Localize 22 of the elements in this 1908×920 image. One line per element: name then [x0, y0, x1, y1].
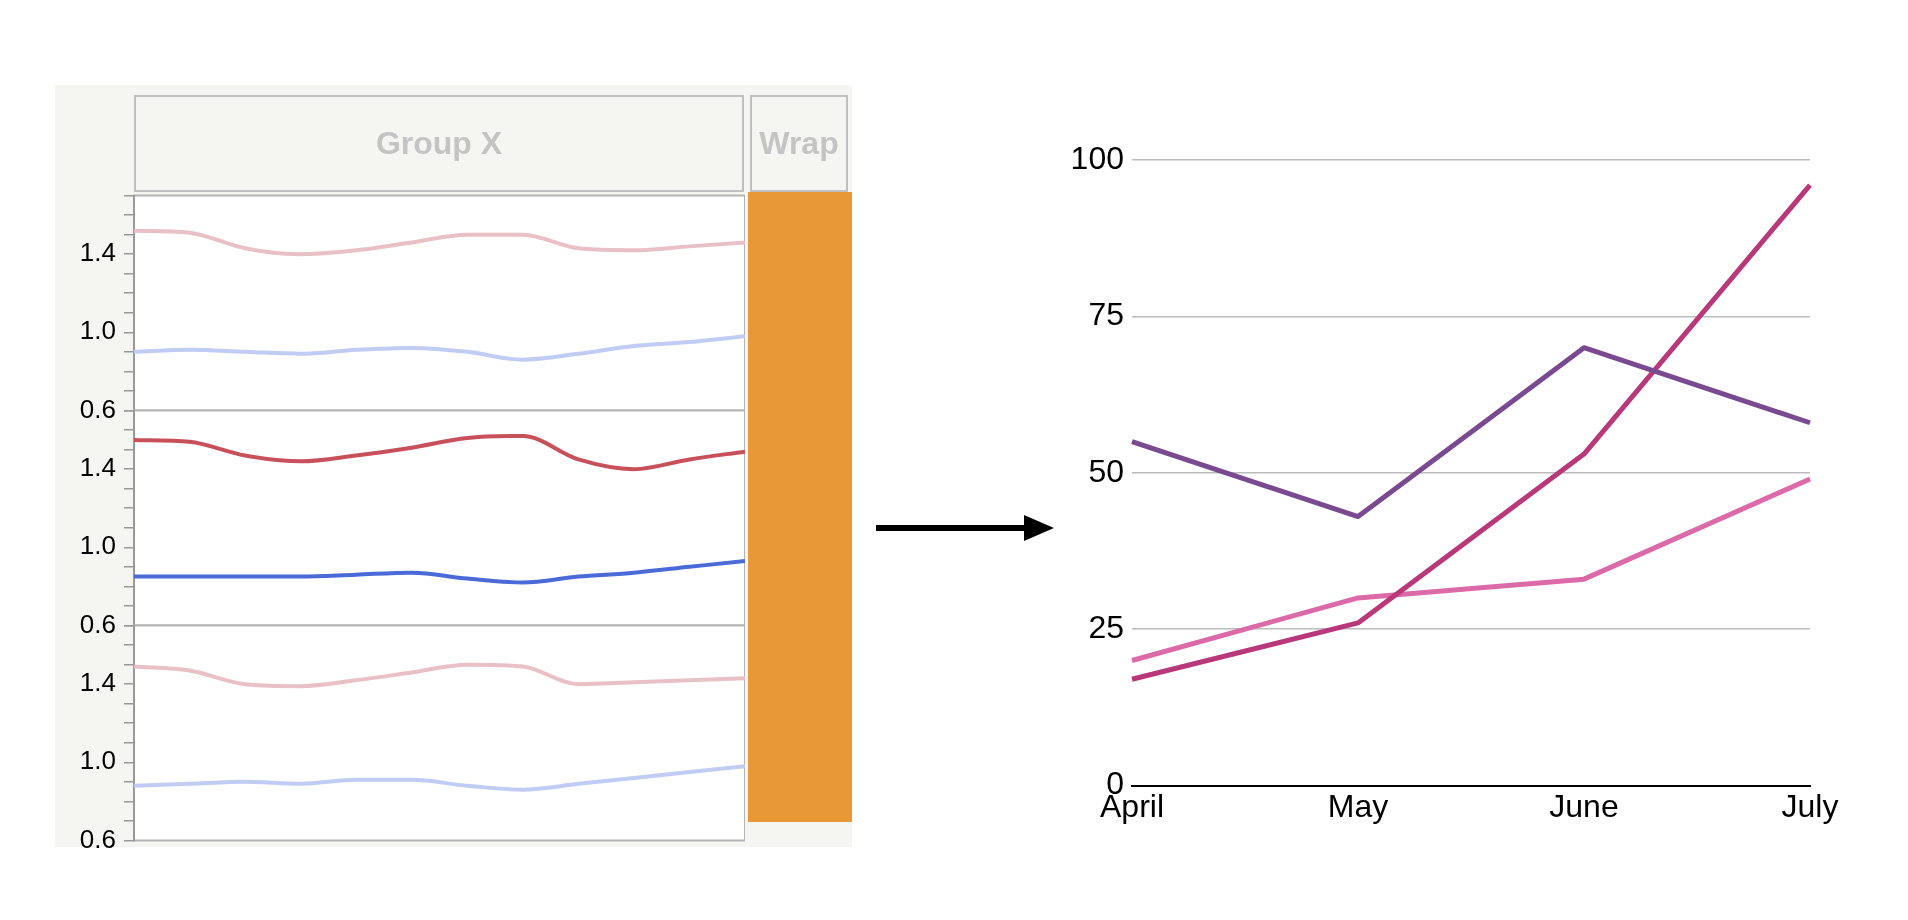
y-tick-label: 0.6 — [79, 393, 116, 424]
y-tick-label: 0.6 — [79, 823, 116, 854]
y-tick-label: 1.4 — [79, 452, 116, 483]
line-series — [132, 334, 745, 362]
x-tick-label: July — [1781, 787, 1839, 824]
line-series — [132, 558, 745, 585]
line-series — [132, 433, 745, 472]
line-series — [132, 764, 745, 792]
x-tick-label: June — [1549, 787, 1619, 824]
y-tick-label: 50 — [1088, 452, 1124, 489]
y-tick-label: 1.0 — [79, 745, 116, 776]
x-tick-label: May — [1327, 787, 1389, 824]
y-tick-label: 1.0 — [79, 530, 116, 561]
y-tick-label: 0.6 — [79, 608, 116, 639]
y-tick-label: 100 — [1070, 139, 1124, 176]
line-series — [132, 662, 745, 689]
y-tick-label: 1.0 — [79, 315, 116, 346]
y-tick-label: 1.4 — [79, 237, 116, 268]
y-tick-label: 1.4 — [79, 667, 116, 698]
line-series — [132, 228, 745, 257]
y-tick-label: 25 — [1088, 609, 1124, 646]
y-tick-label: 75 — [1088, 296, 1124, 333]
